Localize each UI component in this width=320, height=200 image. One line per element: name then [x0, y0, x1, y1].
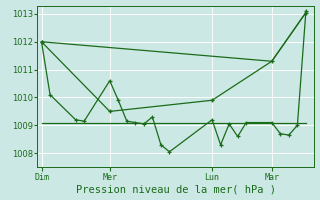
X-axis label: Pression niveau de la mer( hPa ): Pression niveau de la mer( hPa ): [76, 184, 276, 194]
